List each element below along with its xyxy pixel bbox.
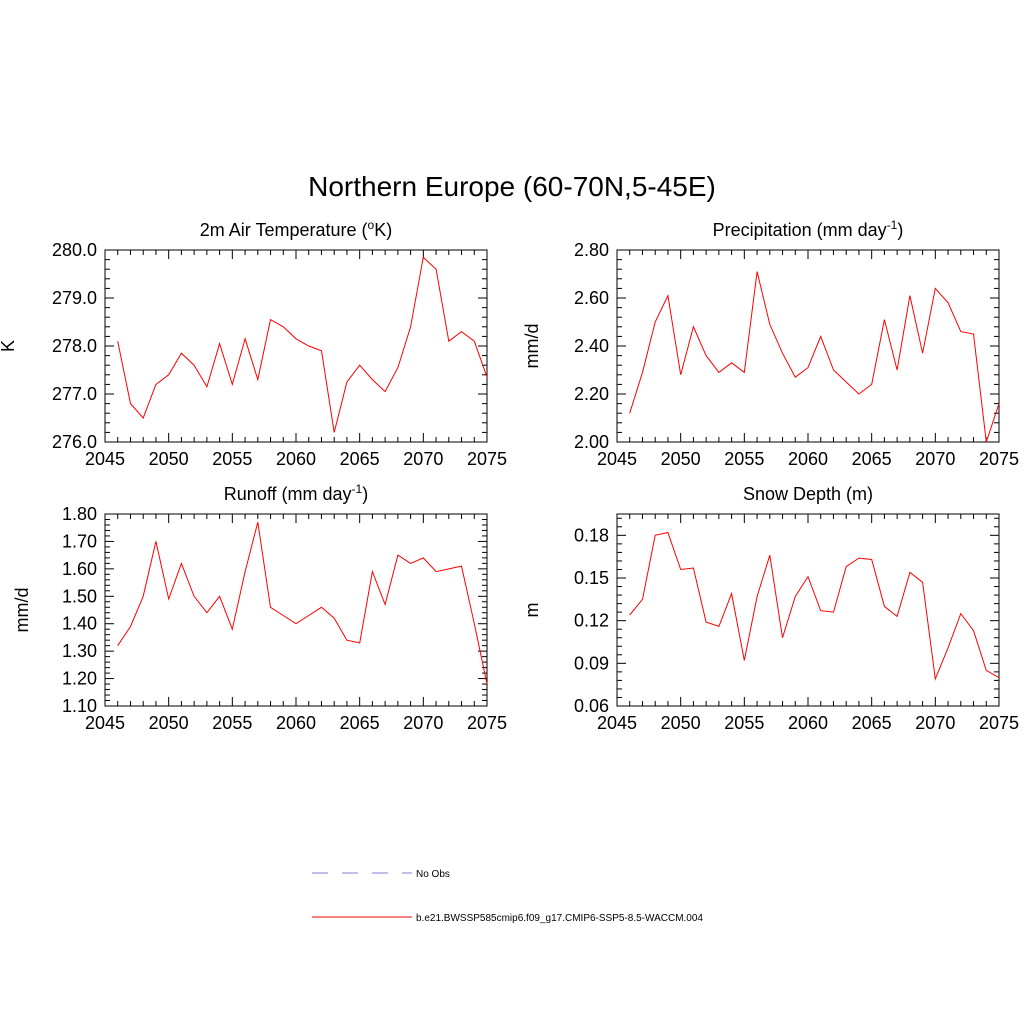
y-tick-label: 1.50 [62, 586, 97, 606]
x-tick-label: 2050 [149, 713, 189, 733]
legend: No Obs b.e21.BWSSP585cmip6.f09_g17.CMIP6… [312, 869, 703, 924]
panel-title-superscript: -1 [352, 482, 363, 496]
y-tick-label: 0.18 [574, 525, 609, 545]
x-tick-label: 2075 [979, 449, 1019, 469]
y-tick-label: 1.60 [62, 559, 97, 579]
panel-title-main: Runoff (mm day [224, 484, 352, 504]
panel-1: 2m Air Temperature (oK) K 2045 2050 2055 2060… [0, 218, 507, 469]
y-tick-label: 277.0 [52, 384, 97, 404]
y-tick-label: 1.20 [62, 669, 97, 689]
legend-label-model: b.e21.BWSSP585cmip6.f09_g17.CMIP6-SSP5-8… [416, 913, 703, 924]
panel-title-main: Snow Depth (m) [743, 484, 873, 504]
panel-3: Runoff (mm day-1) mm/d 2045 2050 2055 2060 206… [12, 482, 507, 733]
x-tick-label: 2070 [403, 713, 443, 733]
y-tick-label: 278.0 [52, 336, 97, 356]
y-tick-label: 1.30 [62, 641, 97, 661]
x-tick-label: 2075 [467, 713, 507, 733]
series-line [117, 522, 488, 685]
panel-title-end: K) [374, 220, 392, 240]
x-tick-label: 2045 [597, 449, 637, 469]
panel-title-superscript: -1 [887, 218, 898, 232]
x-tick-label: 2045 [85, 449, 125, 469]
y-tick-label: 1.40 [62, 614, 97, 634]
panel-2: Precipitation (mm day-1) mm/d 2045 2050 2055… [522, 218, 1019, 469]
y-tick-label: 2.80 [574, 240, 609, 260]
x-tick-label: 2050 [149, 449, 189, 469]
y-tick-label: 0.15 [574, 568, 609, 588]
panel-4: Snow Depth (m) m 2045 2050 2055 2060 2065 2070 2… [522, 484, 1019, 733]
y-axis-label: mm/d [12, 588, 32, 633]
x-tick-label: 2060 [276, 713, 316, 733]
x-tick-label: 2065 [340, 449, 380, 469]
x-tick-label: 2075 [979, 713, 1019, 733]
x-tick-label: 2065 [852, 713, 892, 733]
x-tick-label: 2045 [597, 713, 637, 733]
x-tick-label: 2060 [788, 449, 828, 469]
panel-title-end: ) [362, 484, 368, 504]
plot-frame [104, 249, 488, 443]
panel-title: Precipitation (mm day-1) [713, 218, 904, 240]
y-tick-label: 276.0 [52, 432, 97, 452]
panel-title-end: ) [897, 220, 903, 240]
x-tick-label: 2070 [915, 713, 955, 733]
x-tick-label: 2070 [403, 449, 443, 469]
panel-title-main: 2m Air Temperature ( [200, 220, 368, 240]
series-line [117, 256, 488, 433]
x-tick-label: 2050 [661, 449, 701, 469]
x-tick-label: 2055 [212, 449, 252, 469]
panels-group: 2m Air Temperature (oK) K 2045 2050 2055 2060… [0, 218, 1019, 733]
panel-title: Snow Depth (m) [743, 484, 873, 504]
x-tick-label: 2075 [467, 449, 507, 469]
panel-title: Runoff (mm day-1) [224, 482, 368, 504]
y-axis-label: m [522, 603, 542, 618]
y-tick-label: 1.10 [62, 696, 97, 716]
x-tick-label: 2060 [788, 713, 828, 733]
panel-title: 2m Air Temperature (oK) [200, 218, 392, 240]
series-line [629, 271, 1000, 443]
y-tick-label: 2.00 [574, 432, 609, 452]
y-tick-label: 0.06 [574, 696, 609, 716]
y-tick-label: 2.60 [574, 288, 609, 308]
y-axis-label: K [0, 340, 18, 352]
x-tick-label: 2055 [212, 713, 252, 733]
x-tick-label: 2045 [85, 713, 125, 733]
y-tick-label: 0.09 [574, 653, 609, 673]
y-tick-label: 1.70 [62, 531, 97, 551]
plot-frame [616, 513, 1000, 707]
y-axis-label: mm/d [522, 324, 542, 369]
y-tick-label: 0.12 [574, 611, 609, 631]
legend-label-no-obs: No Obs [416, 869, 450, 880]
y-tick-label: 2.20 [574, 384, 609, 404]
x-tick-label: 2070 [915, 449, 955, 469]
plot-frame [104, 513, 488, 707]
x-tick-label: 2065 [852, 449, 892, 469]
y-tick-label: 280.0 [52, 240, 97, 260]
x-tick-label: 2065 [340, 713, 380, 733]
plot-frame [616, 249, 1000, 443]
panel-title-superscript: o [368, 218, 375, 232]
x-tick-label: 2055 [724, 449, 764, 469]
x-tick-label: 2050 [661, 713, 701, 733]
x-tick-label: 2055 [724, 713, 764, 733]
x-tick-label: 2060 [276, 449, 316, 469]
y-tick-label: 2.40 [574, 336, 609, 356]
series-line [629, 531, 1000, 681]
figure-title: Northern Europe (60-70N,5-45E) [308, 171, 716, 202]
panel-title-main: Precipitation (mm day [713, 220, 887, 240]
y-tick-label: 279.0 [52, 288, 97, 308]
y-tick-label: 1.80 [62, 504, 97, 524]
